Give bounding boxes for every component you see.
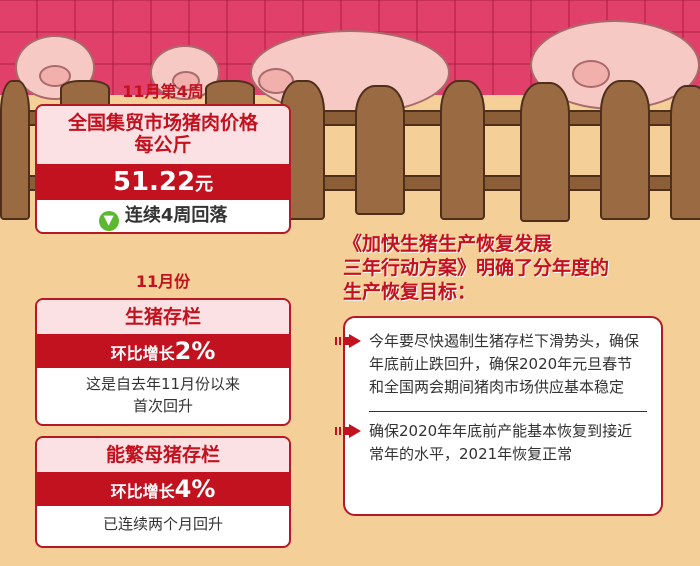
change-value: 4% (174, 475, 216, 503)
goal-text: 今年要尽快遏制生猪存栏下滑势头，确保年底前止跌回升，确保2020年元旦春节和全国… (369, 332, 640, 396)
pork-price-card: 全国集贸市场猪肉价格 每公斤 51.22元 ▼ 连续4周回落 (35, 104, 291, 234)
change-label: 环比增长 (110, 344, 175, 363)
divider (369, 411, 647, 412)
sow-inventory-card: 能繁母猪存栏 环比增长4% 已连续两个月回升 (35, 436, 291, 548)
change-label: 环比增长 (110, 482, 175, 501)
sow-note: 已连续两个月回升 (102, 515, 223, 533)
plan-goals-box: 今年要尽快遏制生猪存栏下滑势头，确保年底前止跌回升，确保2020年元旦春节和全国… (335, 316, 663, 516)
plan-heading-line: 《加快生猪生产恢复发展 (343, 233, 553, 255)
hog-note-line: 首次回升 (132, 397, 193, 415)
goal-text: 确保2020年年底前产能基本恢复到接近常年的水平，2021年恢复正常 (369, 422, 633, 463)
plan-heading-line: 三年行动方案》明确了分年度的 (343, 257, 610, 279)
arrow-right-icon (335, 334, 361, 348)
sow-card-title: 能繁母猪存栏 (37, 438, 289, 472)
hog-note-line: 这是自去年11月份以来 (85, 375, 241, 393)
price-value: 51.22元 (37, 164, 289, 200)
price-unit: 元 (195, 174, 214, 195)
plan-heading: 《加快生猪生产恢复发展 三年行动方案》明确了分年度的 生产恢复目标： (343, 232, 609, 304)
hog-card-title: 生猪存栏 (37, 300, 289, 334)
price-card-unit-title: 每公斤 (134, 134, 192, 156)
goal-item: 确保2020年年底前产能基本恢复到接近常年的水平，2021年恢复正常 (335, 420, 647, 466)
trend-text: 连续4周回落 (124, 205, 228, 226)
week-label: 11月第4周 (122, 82, 204, 101)
month-label: 11月份 (135, 272, 191, 291)
down-arrow-circle-icon: ▼ (98, 211, 119, 231)
price-number: 51.22 (112, 167, 196, 197)
goal-item: 今年要尽快遏制生猪存栏下滑势头，确保年底前止跌回升，确保2020年元旦春节和全国… (335, 330, 647, 399)
pig-illustration (150, 45, 220, 100)
arrow-right-icon (335, 424, 361, 438)
price-card-title: 全国集贸市场猪肉价格 (67, 112, 258, 134)
hog-inventory-card: 生猪存栏 环比增长2% 这是自去年11月份以来 首次回升 (35, 298, 291, 426)
change-value: 2% (174, 337, 216, 365)
plan-heading-line: 生产恢复目标： (343, 281, 477, 303)
